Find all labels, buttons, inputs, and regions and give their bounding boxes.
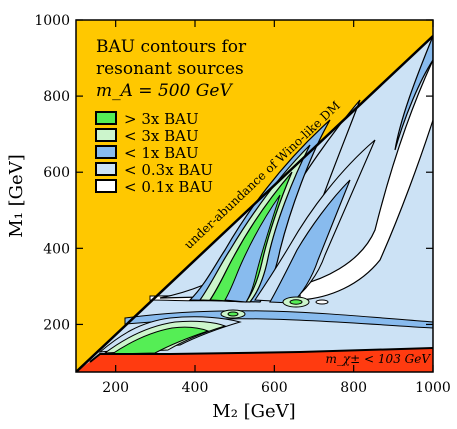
chart-title-line-2: resonant sources: [96, 59, 244, 79]
x-tick-label: 400: [182, 380, 209, 396]
wino-dm-excluded-region: [76, 20, 433, 372]
contour-blob-1-core: [227, 311, 239, 317]
y-tick-label: 1000: [34, 13, 70, 29]
plot-frame: [75, 19, 434, 373]
contour-fan-inner: [224, 194, 281, 303]
legend-swatch: [95, 111, 117, 125]
legend-label: < 0.1x BAU: [124, 178, 213, 196]
legend-swatch: [95, 162, 117, 176]
legend-label: > 3x BAU: [124, 110, 199, 128]
legend-swatch: [95, 128, 117, 142]
y-tick-label: 600: [43, 165, 70, 181]
diagonal-boundary: [76, 35, 433, 372]
contour-band-edge: [394, 35, 433, 151]
x-tick-label: 800: [340, 380, 367, 396]
contour-fan-green: [208, 171, 293, 303]
legend: > 3x BAU< 3x BAU< 1x BAU< 0.3x BAU< 0.1x…: [95, 110, 213, 196]
chargino-limit-label: m_χ± < 103 GeV: [326, 352, 432, 366]
legend-label: < 0.3x BAU: [124, 161, 213, 179]
legend-label: < 1x BAU: [124, 144, 199, 162]
x-tick-label: 200: [102, 380, 129, 396]
contour-fan2-blue: [269, 179, 351, 304]
contour-blob-2-core: [289, 299, 303, 305]
x-tick-label: 600: [261, 380, 288, 396]
contour-fan2-outer: [254, 139, 376, 303]
y-tick-label: 800: [43, 89, 70, 105]
contour-lowerleft-green: [110, 326, 210, 355]
x-axis-ticks: 200 400 600 800 1000: [102, 20, 451, 396]
legend-swatch: [95, 179, 117, 193]
chargino-boundary-line: [89, 347, 433, 363]
x-axis-title: M₂ [GeV]: [212, 401, 295, 422]
chart-title-line-1: BAU contours for: [96, 37, 247, 57]
legend-swatch: [95, 145, 117, 159]
y-tick-label: 200: [43, 317, 70, 333]
y-tick-label: 400: [43, 241, 70, 257]
legend-label: < 3x BAU: [124, 127, 199, 145]
contour-blob-3: [315, 299, 329, 305]
y-axis-ticks: 200 400 600 800 1000: [34, 13, 433, 333]
x-tick-label: 1000: [415, 380, 451, 396]
chart-title-line-3: m_A = 500 GeV: [96, 81, 233, 101]
y-axis-title: M₁ [GeV]: [6, 154, 27, 237]
